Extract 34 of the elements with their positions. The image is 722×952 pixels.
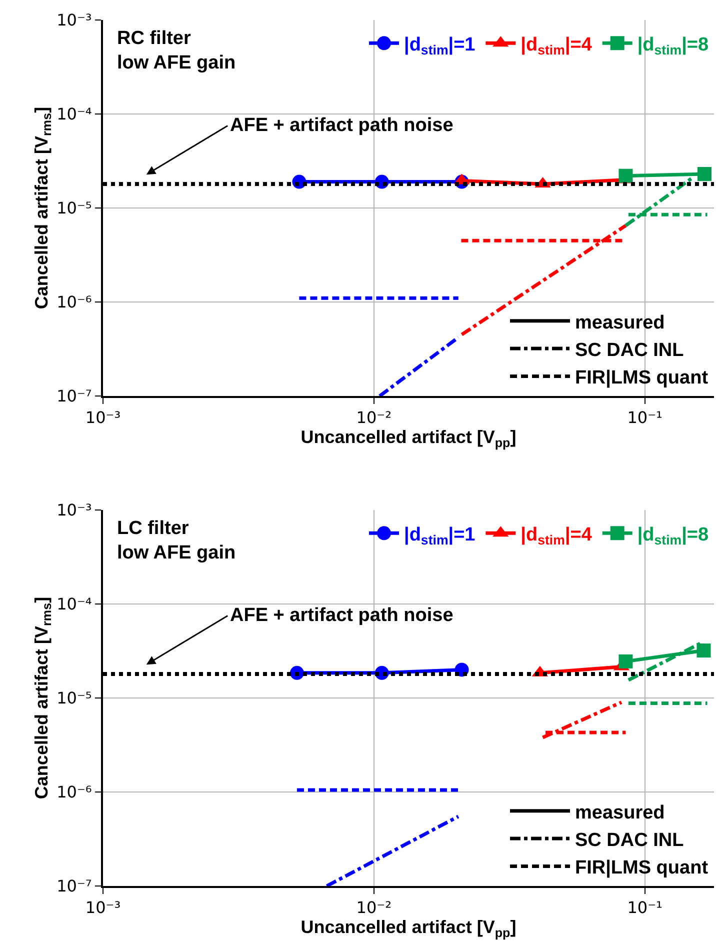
y-tick-label: 10⁻⁵: [56, 688, 92, 708]
legend-label: |d$_{stim}$|=4: [520, 34, 592, 58]
x-tick-label: 10⁻³: [85, 408, 121, 428]
y-tick-label: 10⁻⁷: [56, 876, 92, 896]
legend-label: |d$_{stim}$|=1: [404, 34, 476, 58]
legend-label: FIR|LMS quant: [575, 368, 709, 389]
x-tick-label: 10⁻²: [356, 408, 392, 428]
legend-label: measured: [575, 312, 665, 334]
legend-label: FIR|LMS quant: [575, 858, 709, 879]
legend-label: SC DAC INL: [575, 830, 684, 851]
x-axis-title: Uncancelled artifact [V$_{pp}$]: [300, 427, 516, 450]
legend-label: |d$_{stim}$|=4: [520, 524, 592, 548]
x-tick-label: 10⁻¹: [627, 898, 662, 918]
y-tick-label: 10⁻⁶: [56, 292, 92, 312]
legend-label: |d$_{stim}$|=1: [404, 524, 476, 548]
ref-line-label: AFE + artifact path noise: [230, 605, 454, 626]
legend-label: |d$_{stim}$|=8: [637, 34, 709, 58]
legend-label: SC DAC INL: [575, 340, 684, 361]
y-tick-label: 10⁻⁴: [56, 594, 92, 614]
annotation: LC filter low AFE gain: [117, 518, 236, 564]
y-tick-label: 10⁻⁷: [56, 386, 92, 406]
y-tick-label: 10⁻⁵: [56, 198, 92, 218]
x-tick-label: 10⁻²: [356, 898, 392, 918]
x-axis-title: Uncancelled artifact [V$_{pp}$]: [300, 917, 516, 940]
y-tick-label: 10⁻⁴: [56, 104, 92, 124]
legend-label: measured: [575, 802, 665, 824]
x-tick-label: 10⁻¹: [627, 408, 662, 428]
y-tick-label: 10⁻⁶: [56, 782, 92, 802]
legend-label: |d$_{stim}$|=8: [637, 524, 709, 548]
y-tick-label: 10⁻³: [56, 500, 92, 520]
x-tick-label: 10⁻³: [85, 898, 121, 918]
annotation: RC filter low AFE gain: [117, 28, 236, 74]
ref-line-label: AFE + artifact path noise: [230, 115, 454, 136]
y-tick-label: 10⁻³: [56, 10, 92, 30]
